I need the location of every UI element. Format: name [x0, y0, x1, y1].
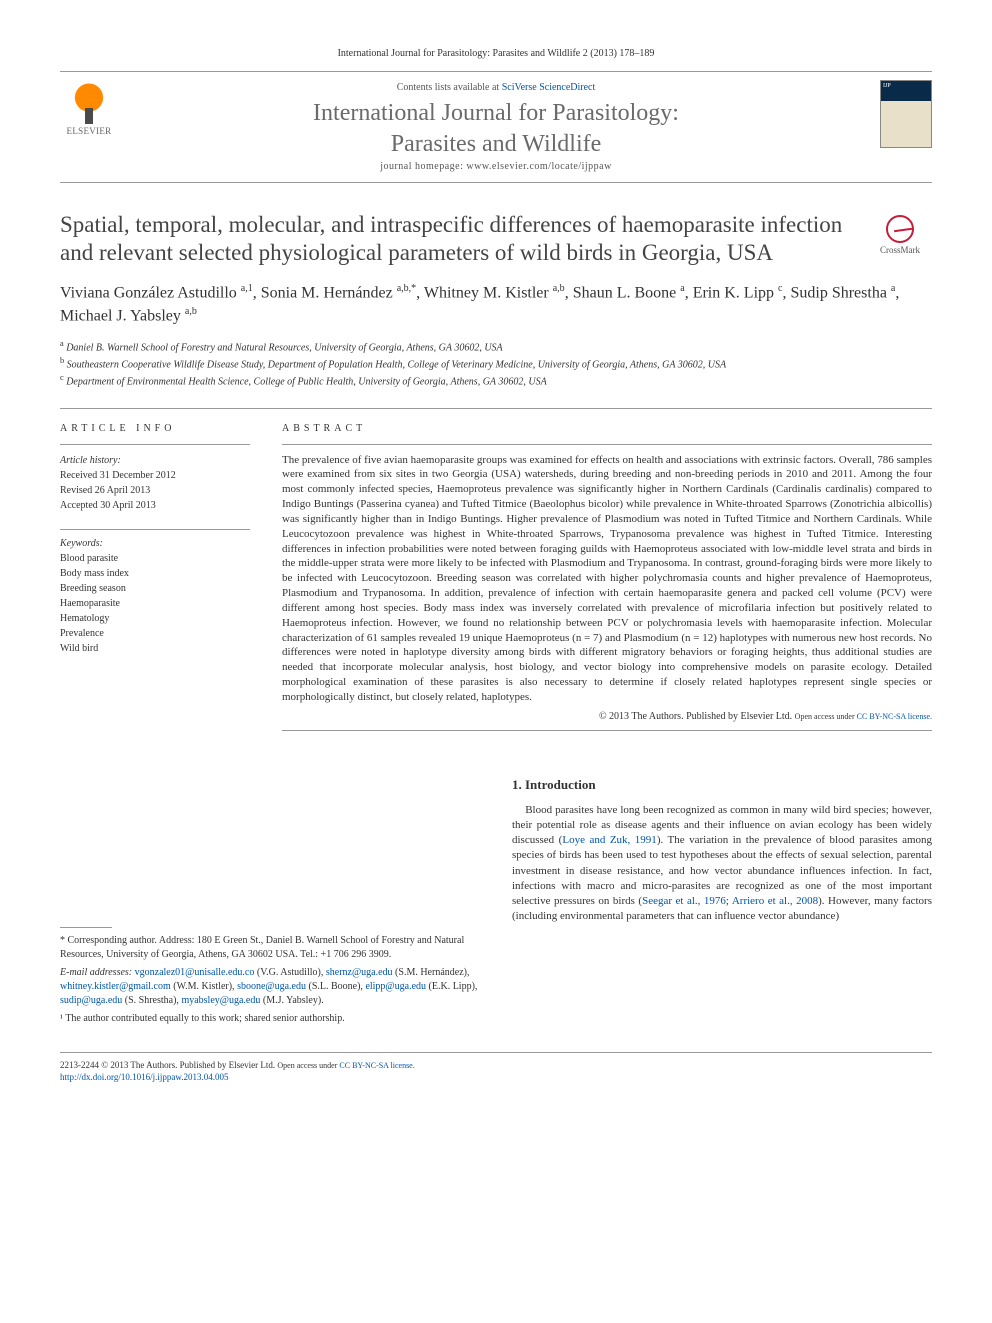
journal-name-line1: International Journal for Parasitology: [60, 99, 932, 128]
keywords-list: Blood parasite Body mass index Breeding … [60, 551, 250, 656]
abstract-heading: ABSTRACT [282, 423, 932, 434]
affiliation-a: a Daniel B. Warnell School of Forestry a… [60, 338, 932, 355]
affiliation-c: c Department of Environmental Health Sci… [60, 372, 932, 389]
history-label: Article history: [60, 453, 250, 468]
homepage-url[interactable]: www.elsevier.com/locate/ijppaw [466, 161, 611, 172]
article-info-heading: ARTICLE INFO [60, 423, 250, 434]
rule [282, 730, 932, 731]
crossmark-badge[interactable]: CrossMark [868, 211, 932, 255]
sciencedirect-link[interactable]: SciVerse ScienceDirect [502, 82, 596, 93]
introduction-heading: 1. Introduction [512, 777, 932, 793]
footer-license-link[interactable]: CC BY-NC-SA license. [339, 1061, 414, 1070]
keyword: Hematology [60, 611, 250, 626]
author-list: Viviana González Astudillo a,1, Sonia M.… [60, 282, 932, 327]
rule [60, 444, 250, 445]
abstract-copyright: © 2013 The Authors. Published by Elsevie… [282, 711, 932, 722]
author-contribution-note: ¹ The author contributed equally to this… [60, 1012, 480, 1026]
keyword: Wild bird [60, 641, 250, 656]
rule [282, 444, 932, 445]
history-revised: Revised 26 April 2013 [60, 483, 250, 498]
introduction-column: 1. Introduction Blood parasites have lon… [512, 777, 932, 1026]
footnote-column: * Corresponding author. Address: 180 E G… [60, 777, 480, 1026]
keyword: Prevalence [60, 626, 250, 641]
abstract-text: The prevalence of five avian haemoparasi… [282, 453, 932, 705]
contents-available-label: Contents lists available at [397, 82, 502, 93]
journal-name-line2: Parasites and Wildlife [60, 130, 932, 159]
keyword: Body mass index [60, 566, 250, 581]
page-footer: 2213-2244 © 2013 The Authors. Published … [60, 1052, 932, 1084]
article-title: Spatial, temporal, molecular, and intras… [60, 211, 848, 269]
keyword: Haemoparasite [60, 596, 250, 611]
crossmark-icon [886, 215, 914, 243]
cover-thumb-label: IJP [883, 83, 891, 89]
email-addresses: E-mail addresses: vgonzalez01@unisalle.e… [60, 966, 480, 1008]
crossmark-label: CrossMark [880, 245, 920, 255]
article-info-column: ARTICLE INFO Article history: Received 3… [60, 423, 250, 731]
footnote-rule [60, 927, 112, 928]
journal-cover-thumb: IJP [880, 80, 932, 148]
abstract-column: ABSTRACT The prevalence of five avian ha… [282, 423, 932, 731]
affiliations: a Daniel B. Warnell School of Forestry a… [60, 338, 932, 390]
elsevier-tree-icon [67, 80, 111, 124]
keywords-label: Keywords: [60, 538, 250, 549]
elsevier-logo: ELSEVIER [60, 80, 118, 144]
corresponding-author-note: * Corresponding author. Address: 180 E G… [60, 934, 480, 962]
affiliation-b: b Southeastern Cooperative Wildlife Dise… [60, 355, 932, 372]
issn-copyright: 2213-2244 © 2013 The Authors. Published … [60, 1060, 277, 1070]
history-received: Received 31 December 2012 [60, 468, 250, 483]
keyword: Breeding season [60, 581, 250, 596]
running-header: International Journal for Parasitology: … [60, 48, 932, 59]
history-accepted: Accepted 30 April 2013 [60, 498, 250, 513]
keyword: Blood parasite [60, 551, 250, 566]
homepage-label: journal homepage: [380, 161, 466, 172]
license-link[interactable]: CC BY-NC-SA license. [857, 712, 932, 721]
introduction-paragraph: Blood parasites have long been recognize… [512, 803, 932, 924]
journal-banner: ELSEVIER IJP Contents lists available at… [60, 71, 932, 183]
elsevier-label: ELSEVIER [60, 126, 118, 136]
rule [60, 529, 250, 530]
doi-link[interactable]: http://dx.doi.org/10.1016/j.ijppaw.2013.… [60, 1072, 229, 1082]
